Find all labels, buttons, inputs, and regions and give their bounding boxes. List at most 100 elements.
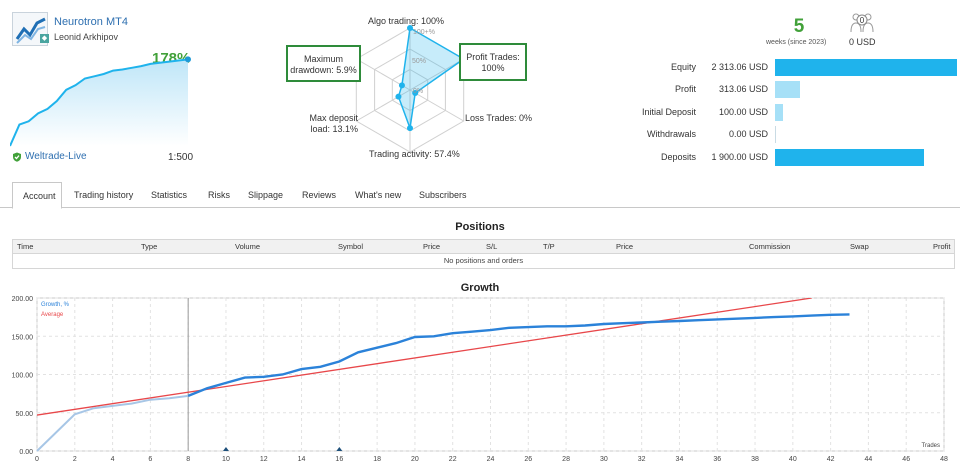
tab-reviews[interactable]: Reviews [302, 190, 337, 200]
x-tick-label: 0 [35, 456, 39, 463]
growth-chart: 0 2 4 6 8 10 12 14 16 18 20 22 24 26 28 30 32 34 36 38 40 42 4… [12, 296, 948, 463]
x-tick-label: 12 [260, 456, 268, 463]
x-tick-label: 36 [713, 456, 721, 463]
tab-risks[interactable]: Risks [208, 190, 230, 200]
x-tick-label: 16 [335, 456, 343, 463]
column-header-t-p[interactable]: T/P [543, 242, 555, 251]
max-deposit-title: Max deposit [309, 113, 358, 123]
stat-bar [775, 104, 783, 121]
column-header-price[interactable]: Price [616, 242, 634, 251]
stat-label: Withdrawals [646, 129, 696, 139]
mini-growth-line [10, 58, 189, 147]
x-tick-label: 40 [789, 456, 797, 463]
leverage-value: 1:500 [168, 152, 194, 163]
broker-link[interactable]: Weltrade-Live [12, 151, 87, 162]
radar-label-max-drawdown: Maximum drawdown: 5.9% [286, 45, 361, 82]
radar-tick-100: 100+% [413, 29, 435, 36]
stat-row-initial-deposit: Initial Deposit 100.00 USD [604, 104, 954, 122]
tab-account[interactable]: Account [12, 182, 62, 209]
column-header-profit[interactable]: Profit [933, 242, 951, 251]
radar-label-trading-activity: Trading activity: 57.4% [369, 149, 460, 159]
radar-axis-profit [409, 58, 464, 91]
stat-row-withdrawals: Withdrawals 0.00 USD [604, 126, 954, 144]
radar-axis-loss [409, 89, 464, 122]
stat-bar [775, 149, 925, 166]
x-tick-label: 34 [676, 456, 684, 463]
radar-value-polygon [397, 26, 466, 129]
radar-label-profit-trades: Profit Trades: 100% [459, 43, 527, 81]
country-flag-icon: ◆ [40, 34, 49, 43]
x-tick-label: 6 [148, 456, 152, 463]
mini-growth-chart [10, 56, 191, 147]
max-drawdown-title: Maximum [303, 54, 343, 64]
column-header-commission[interactable]: Commission [749, 242, 791, 251]
x-tick-label: 46 [902, 456, 910, 463]
tab-trading-history[interactable]: Trading history [74, 190, 134, 200]
stat-label: Deposits [660, 152, 696, 162]
y-tick-label: 0.00 [19, 449, 33, 456]
stat-bar [775, 126, 776, 143]
legend-average: Average [41, 312, 64, 318]
stat-label: Profit [674, 84, 696, 94]
x-tick-label: 26 [524, 456, 532, 463]
x-tick-label: 14 [298, 456, 306, 463]
radar-point-drawdown [398, 82, 405, 89]
y-tick-label: 150.00 [12, 334, 34, 341]
x-tick-label: 32 [638, 456, 646, 463]
column-header-swap[interactable]: Swap [850, 242, 869, 251]
column-header-price[interactable]: Price [423, 242, 441, 251]
series-growth-line [187, 313, 850, 398]
stat-value: 313.06 USD [718, 84, 768, 94]
x-tick-label: 38 [751, 456, 759, 463]
tab-statistics[interactable]: Statistics [151, 190, 188, 200]
deposit-marker [336, 447, 343, 451]
weeks-count: 5 [793, 16, 805, 37]
x-tick-label: 18 [373, 456, 381, 463]
max-drawdown-value: drawdown: 5.9% [290, 65, 357, 75]
growth-title: Growth [460, 282, 500, 294]
positions-empty-message: No positions and orders [443, 256, 524, 265]
stat-bar [775, 81, 800, 98]
max-deposit-value: load: 13.1% [310, 124, 358, 134]
tab-slippage[interactable]: Slippage [248, 190, 284, 200]
deposit-marker [222, 447, 229, 451]
series-average-line [37, 298, 812, 416]
radar-point-algo [407, 25, 413, 31]
x-tick-label: 44 [865, 456, 873, 463]
subscribers-value: 0 USD [849, 37, 876, 47]
y-tick-label: 200.00 [12, 296, 34, 303]
x-tick-label: 22 [449, 456, 457, 463]
radar-label-algo-trading: Algo trading: 100% [368, 16, 445, 26]
x-tick-label: 20 [411, 456, 419, 463]
column-header-volume[interactable]: Volume [235, 242, 261, 251]
tab-what-s-new[interactable]: What's new [355, 190, 402, 200]
x-tick-label: 10 [222, 456, 230, 463]
author-name-link[interactable]: Leonid Arkhipov [54, 32, 119, 42]
column-header-symbol[interactable]: Symbol [338, 242, 364, 251]
subscribers-badge: 0 [860, 16, 865, 25]
tab-subscribers[interactable]: Subscribers [419, 190, 467, 200]
weeks-caption: weeks (since 2023) [766, 39, 827, 46]
shield-check-icon [13, 152, 21, 162]
radar-point-activity [407, 125, 413, 132]
x-tick-label: 42 [827, 456, 835, 463]
stat-value: 2 313.06 USD [711, 62, 768, 72]
signal-name-link[interactable]: Neurotron MT4 [54, 16, 128, 28]
radar-axis-maxdep [356, 89, 411, 122]
x-axis-label: Trades [922, 443, 940, 449]
column-header-time[interactable]: Time [17, 242, 34, 251]
stat-bar [775, 59, 957, 76]
stat-value: 1 900.00 USD [711, 152, 768, 162]
x-tick-label: 28 [562, 456, 570, 463]
positions-title: Positions [455, 221, 505, 233]
column-header-type[interactable]: Type [141, 242, 158, 251]
column-header-s-l[interactable]: S/L [486, 242, 498, 251]
signal-avatar[interactable] [12, 12, 48, 46]
y-tick-label: 50.00 [15, 411, 33, 418]
x-tick-label: 48 [940, 456, 948, 463]
x-tick-label: 24 [487, 456, 495, 463]
broker-name: Weltrade-Live [25, 151, 87, 162]
stat-row-deposits: Deposits 1 900.00 USD [604, 149, 954, 167]
profit-trades-title: Profit Trades: [466, 52, 520, 62]
mini-growth-area [10, 59, 188, 146]
